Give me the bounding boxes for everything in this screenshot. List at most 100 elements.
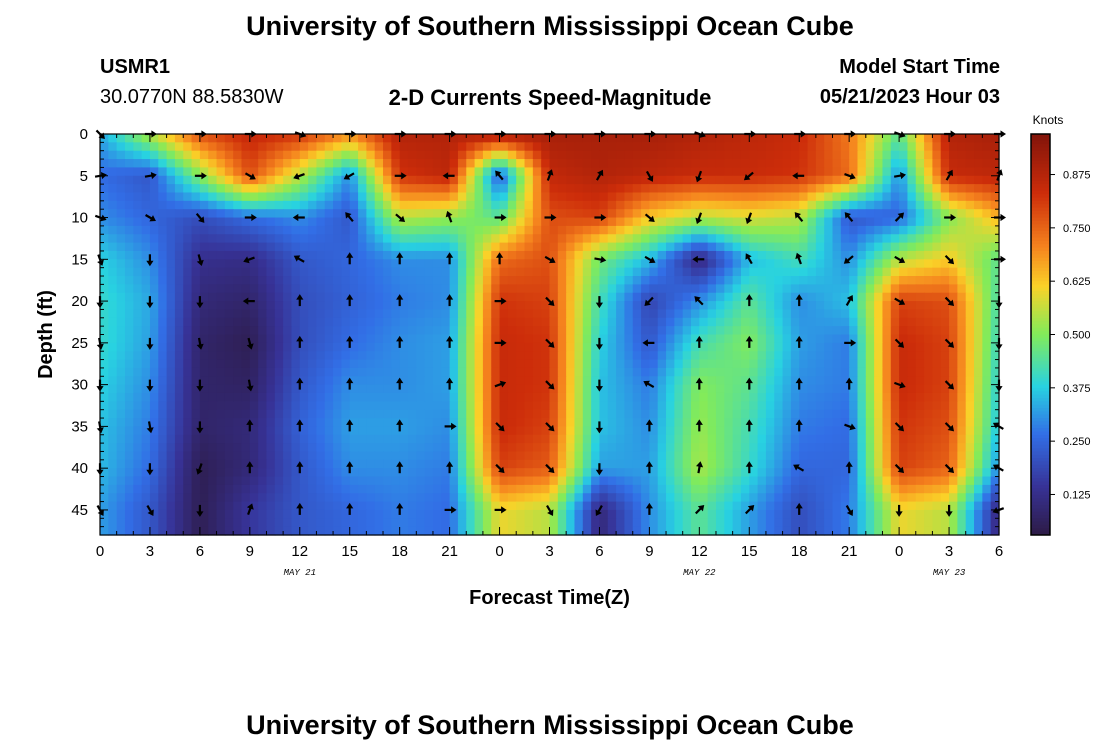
heatmap-cell: [249, 225, 259, 235]
heatmap-cell: [133, 267, 143, 277]
heatmap-cell: [474, 309, 484, 319]
heatmap-cell: [333, 418, 342, 427]
heatmap-cell: [549, 443, 559, 453]
heatmap-cell: [616, 493, 626, 503]
heatmap-cell: [258, 501, 268, 511]
heatmap-cell: [133, 509, 143, 519]
heatmap-cell: [682, 334, 692, 344]
heatmap-cell: [457, 484, 467, 494]
heatmap-cell: [166, 200, 176, 210]
heatmap-cell: [258, 392, 268, 402]
heatmap-cell: [807, 250, 817, 260]
heatmap-cell: [432, 459, 442, 469]
heatmap-cell: [341, 309, 351, 319]
heatmap-cell: [524, 234, 534, 244]
heatmap-cell: [757, 351, 767, 361]
heatmap-cell: [807, 309, 817, 319]
heatmap-cell: [349, 326, 359, 336]
heatmap-cell: [149, 476, 159, 486]
heatmap-cell: [632, 342, 642, 352]
heatmap-cell: [824, 225, 834, 235]
heatmap-cell: [283, 192, 293, 202]
heatmap-cell: [441, 493, 451, 503]
heatmap-cell: [308, 359, 318, 369]
heatmap-cell: [116, 159, 126, 169]
heatmap-cell: [133, 225, 143, 235]
heatmap-cell: [266, 159, 276, 169]
heatmap-cell: [657, 434, 667, 444]
heatmap-cell: [108, 326, 118, 336]
heatmap-cell: [957, 184, 967, 194]
heatmap-cell: [707, 184, 717, 194]
heatmap-cell: [491, 468, 501, 478]
heatmap-cell: [141, 192, 151, 202]
heatmap-cell: [566, 267, 576, 277]
heatmap-cell: [957, 326, 967, 336]
heatmap-cell: [616, 301, 626, 311]
heatmap-cell: [757, 234, 767, 244]
heatmap-cell: [374, 451, 384, 461]
heatmap-cell: [216, 142, 226, 152]
heatmap-cell: [790, 284, 800, 294]
heatmap-cell: [624, 242, 634, 252]
heatmap-cell: [549, 326, 559, 336]
heatmap-cell: [341, 359, 351, 369]
heatmap-cell: [407, 334, 417, 344]
heatmap-cell: [183, 367, 193, 377]
heatmap-cell: [549, 209, 559, 219]
heatmap-cell: [599, 409, 609, 419]
heatmap-cell: [965, 150, 975, 160]
heatmap-cell: [657, 401, 667, 411]
heatmap-cell: [965, 309, 975, 319]
heatmap-cell: [341, 150, 351, 160]
heatmap-cell: [233, 234, 243, 244]
heatmap-cell: [932, 242, 942, 252]
heatmap-cell: [383, 225, 392, 235]
heatmap-cell: [333, 217, 342, 227]
heatmap-cell: [907, 301, 917, 311]
heatmap-cell: [349, 209, 359, 219]
heatmap-cell: [316, 359, 326, 369]
heatmap-cell: [699, 259, 709, 269]
heatmap-cell: [466, 509, 476, 519]
heatmap-cell: [424, 150, 434, 160]
heatmap-cell: [732, 284, 742, 294]
heatmap-cell: [116, 409, 126, 419]
heatmap-cell: [199, 259, 209, 269]
heatmap-cell: [557, 384, 567, 394]
heatmap-cell: [391, 309, 401, 319]
heatmap-cell: [824, 484, 834, 494]
heatmap-cell: [432, 267, 442, 277]
heatmap-cell: [715, 142, 725, 152]
heatmap-cell: [990, 250, 1000, 260]
heatmap-cell: [674, 209, 684, 219]
heatmap-cell: [740, 276, 750, 285]
heatmap-cell: [849, 359, 859, 369]
heatmap-cell: [957, 459, 967, 469]
heatmap-cell: [865, 267, 875, 277]
heatmap-cell: [141, 367, 151, 377]
heatmap-cell: [274, 518, 284, 528]
heatmap-cell: [391, 317, 401, 327]
heatmap-cell: [283, 351, 293, 361]
heatmap-cell: [441, 484, 451, 494]
heatmap-cell: [815, 159, 825, 169]
heatmap-cell: [840, 225, 850, 235]
heatmap-cell: [541, 493, 551, 503]
heatmap-cell: [549, 142, 559, 152]
heatmap-cell: [349, 376, 359, 386]
heatmap-cell: [774, 150, 784, 160]
heatmap-cell: [949, 409, 958, 419]
heatmap-cell: [724, 317, 734, 327]
heatmap-cell: [624, 326, 634, 336]
heatmap-cell: [532, 142, 542, 152]
heatmap-cell: [740, 484, 750, 494]
heatmap-cell: [491, 342, 501, 352]
heatmap-cell: [124, 501, 134, 511]
heatmap-cell: [399, 134, 409, 143]
heatmap-cell: [890, 351, 900, 361]
heatmap-cell: [824, 250, 834, 260]
heatmap-cell: [149, 367, 159, 377]
heatmap-cell: [532, 501, 542, 511]
heatmap-cell: [882, 434, 892, 444]
